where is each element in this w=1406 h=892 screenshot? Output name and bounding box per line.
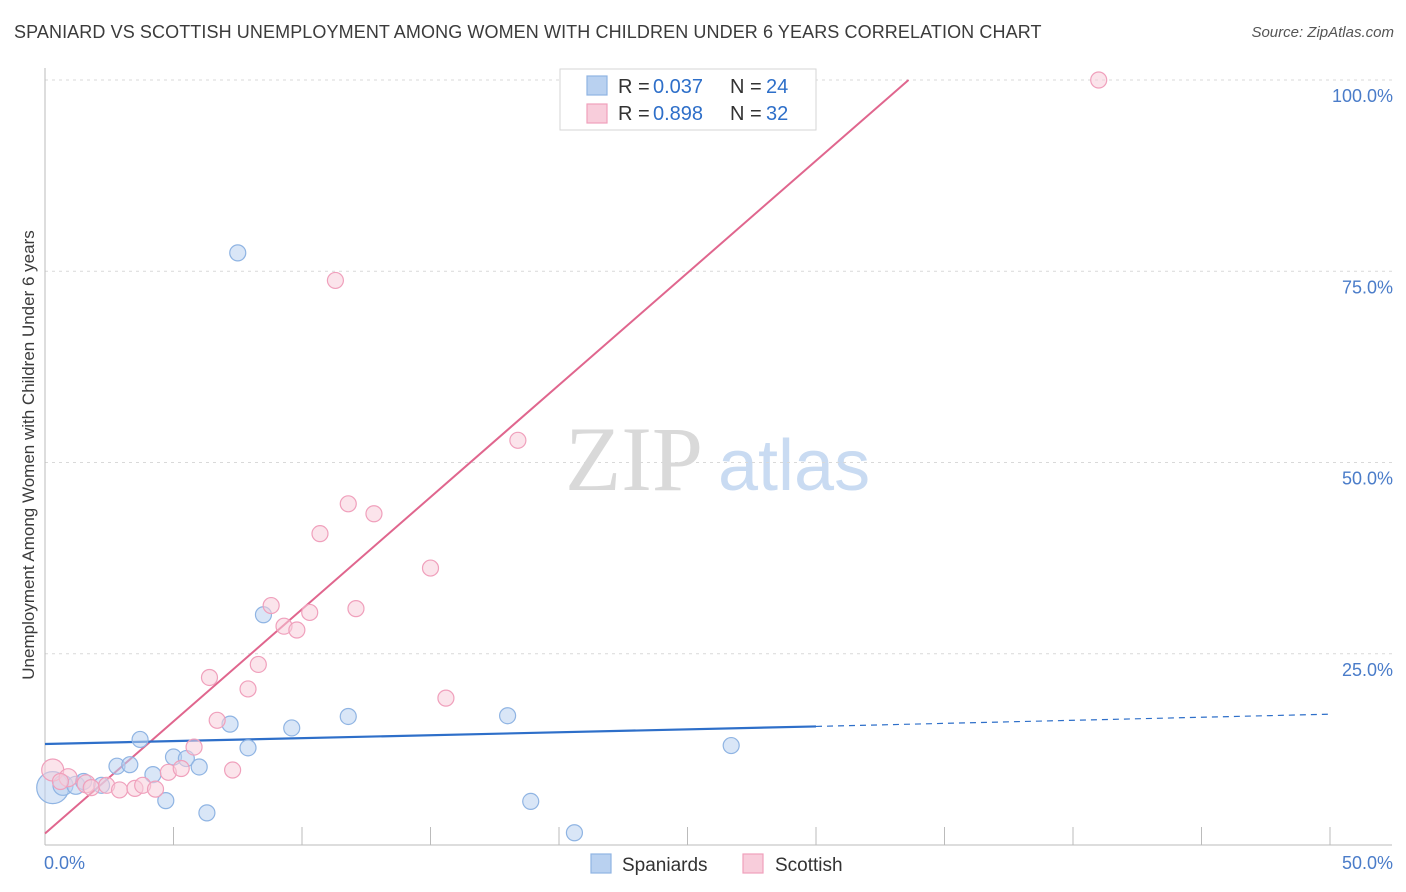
point-scottish	[437, 689, 455, 707]
point-scottish	[311, 525, 329, 543]
point-spaniards	[157, 792, 175, 810]
point-spaniards	[522, 792, 540, 810]
point-spaniards	[198, 804, 216, 822]
legend-r-value-0: 0.037	[653, 76, 703, 98]
legend-swatch-scottish	[586, 103, 608, 124]
watermark: ZIP atlas	[565, 408, 870, 510]
point-scottish	[208, 711, 226, 729]
watermark-atlas: atlas	[718, 426, 870, 506]
point-scottish	[365, 505, 383, 523]
points-layer	[36, 71, 1108, 842]
watermark-zip: ZIP	[565, 408, 703, 510]
point-scottish	[347, 600, 365, 618]
point-scottish	[1090, 71, 1108, 89]
trend-line-scottish	[44, 79, 910, 835]
legend-n-label-0: N =	[730, 76, 762, 98]
point-scottish	[301, 603, 319, 622]
chart-source: Source: ZipAtlas.com	[1251, 24, 1394, 41]
point-scottish	[339, 495, 357, 513]
point-spaniards	[131, 730, 149, 749]
y-tick-label: 25.0%	[1342, 660, 1393, 680]
point-spaniards	[190, 758, 208, 776]
point-spaniards	[722, 736, 740, 755]
y-axis-label: Unemployment Among Women with Children U…	[19, 230, 38, 679]
y-tick-label: 50.0%	[1342, 469, 1393, 489]
legend-r-label-0: R =	[618, 76, 650, 98]
legend-n-value-1: 32	[766, 103, 788, 125]
trend-line-spaniards-extension	[815, 713, 1331, 728]
y-tick-label: 75.0%	[1342, 277, 1393, 297]
series-legend: Spaniards Scottish	[590, 853, 843, 876]
axis-layer: 25.0% 50.0% 75.0% 100.0% 0.0% 50.0%	[44, 68, 1393, 873]
point-scottish	[185, 738, 203, 756]
grid-layer	[45, 79, 1392, 655]
x-tick-label: 0.0%	[44, 853, 85, 873]
point-scottish	[110, 781, 129, 799]
bottom-legend-label-scottish: Scottish	[775, 855, 843, 876]
y-tick-label: 100.0%	[1332, 86, 1393, 106]
point-scottish	[509, 431, 527, 449]
point-spaniards	[499, 707, 517, 725]
point-spaniards	[283, 719, 301, 737]
legend-r-value-1: 0.898	[653, 103, 703, 125]
bottom-legend-label-spaniards: Spaniards	[622, 855, 708, 876]
legend-swatch-spaniards	[586, 75, 608, 96]
point-scottish	[51, 772, 70, 791]
point-scottish	[146, 780, 165, 798]
legend-n-value-0: 24	[766, 76, 788, 98]
point-spaniards	[565, 824, 584, 842]
point-scottish	[262, 596, 280, 615]
point-spaniards	[121, 756, 139, 774]
chart-title: SPANIARD VS SCOTTISH UNEMPLOYMENT AMONG …	[14, 22, 1042, 42]
trend-line-spaniards	[44, 725, 817, 746]
trend-layer	[44, 79, 1331, 835]
point-scottish	[249, 655, 267, 674]
point-scottish	[326, 271, 345, 290]
bottom-legend-swatch-spaniards	[590, 853, 612, 874]
bottom-legend-swatch-scottish	[742, 853, 764, 874]
legend-n-label-1: N =	[730, 103, 762, 125]
point-scottish	[288, 621, 306, 639]
legend-r-label-1: R =	[618, 103, 650, 125]
point-spaniards	[239, 739, 257, 757]
point-scottish	[239, 680, 257, 698]
point-spaniards	[229, 244, 247, 262]
point-spaniards	[339, 707, 357, 726]
point-scottish	[224, 761, 242, 779]
point-scottish	[82, 779, 100, 797]
point-scottish	[421, 559, 440, 577]
correlation-legend: R = 0.037 N = 24 R = 0.898 N = 32	[559, 68, 817, 131]
point-scottish	[200, 668, 219, 687]
x-tick-label: 50.0%	[1342, 853, 1393, 873]
point-scottish	[172, 759, 190, 778]
